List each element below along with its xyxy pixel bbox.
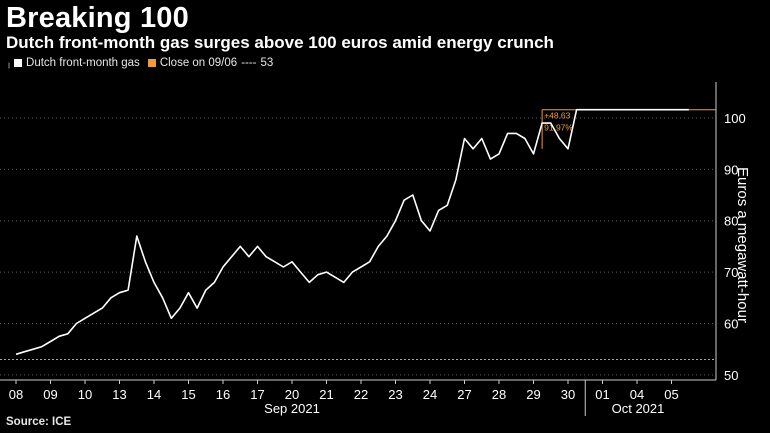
x-tick-label-16: 16 [216, 387, 230, 402]
month-label-oct: Oct 2021 [612, 401, 665, 416]
y-tick-label-60: 60 [724, 316, 738, 331]
x-tick-label-29: 29 [526, 387, 540, 402]
x-tick-label-17: 17 [250, 387, 264, 402]
y-tick-label-70: 70 [724, 265, 738, 280]
x-tick-label-22: 22 [354, 387, 368, 402]
x-tick-label-23: 23 [388, 387, 402, 402]
x-tick-label-01: 01 [595, 387, 609, 402]
chart-subtitle: Dutch front-month gas surges above 100 e… [6, 33, 554, 52]
legend-close-dashes: ---- [241, 57, 257, 69]
series-group [15, 108, 689, 356]
legend-close-label: Close on 09/06 [159, 57, 238, 69]
x-tick-label-27: 27 [457, 387, 471, 402]
legend-series-swatch [14, 59, 23, 67]
x-tick-label-21: 21 [319, 387, 333, 402]
reference-line-group: +48.63 91.97% [0, 109, 716, 360]
chart-title: Breaking 100 [6, 2, 189, 34]
x-tick-label-13: 13 [112, 387, 126, 402]
x-tick-label-10: 10 [78, 387, 92, 402]
month-label-sep: Sep 2021 [264, 401, 320, 416]
legend-close-value: 53 [260, 57, 274, 69]
x-tick-label-15: 15 [181, 387, 195, 402]
x-tick-label-08: 08 [9, 387, 23, 402]
y-axis-label: Euros a megawatt-hour [734, 167, 751, 323]
grid [0, 117, 716, 376]
legend: ╷ Dutch front-month gas Close on 09/06 -… [6, 57, 281, 69]
x-tick-label-05: 05 [664, 387, 678, 402]
x-tick-label-20: 20 [285, 387, 299, 402]
x-tick-label-14: 14 [147, 387, 161, 402]
annotation-percent: 91.97% [544, 123, 573, 133]
annotation-change: +48.63 [544, 111, 571, 121]
legend-series-label: Dutch front-month gas [26, 57, 140, 69]
series-line-dutch-gas [15, 108, 689, 356]
y-tick-label-50: 50 [724, 368, 738, 383]
y-tick-label-80: 80 [724, 214, 738, 229]
legend-close-swatch [147, 59, 156, 67]
x-tick-label-09: 09 [43, 387, 57, 402]
axes: 50 60 70 80 90 100 08 09 10 13 14 15 16 17 20 21 22 23 24 2… [0, 82, 746, 416]
x-tick-label-24: 24 [423, 387, 437, 402]
line-series-icon: ╷ [6, 57, 13, 69]
x-tick-label-28: 28 [492, 387, 506, 402]
y-tick-label-90: 90 [724, 162, 738, 177]
x-tick-label-30: 30 [561, 387, 575, 402]
legend-close: Close on 09/06 ---- 53 [147, 57, 274, 69]
legend-series: ╷ Dutch front-month gas [6, 57, 140, 69]
x-tick-label-04: 04 [630, 387, 644, 402]
y-tick-label-100: 100 [724, 111, 746, 126]
source-note: Source: ICE [6, 416, 72, 428]
